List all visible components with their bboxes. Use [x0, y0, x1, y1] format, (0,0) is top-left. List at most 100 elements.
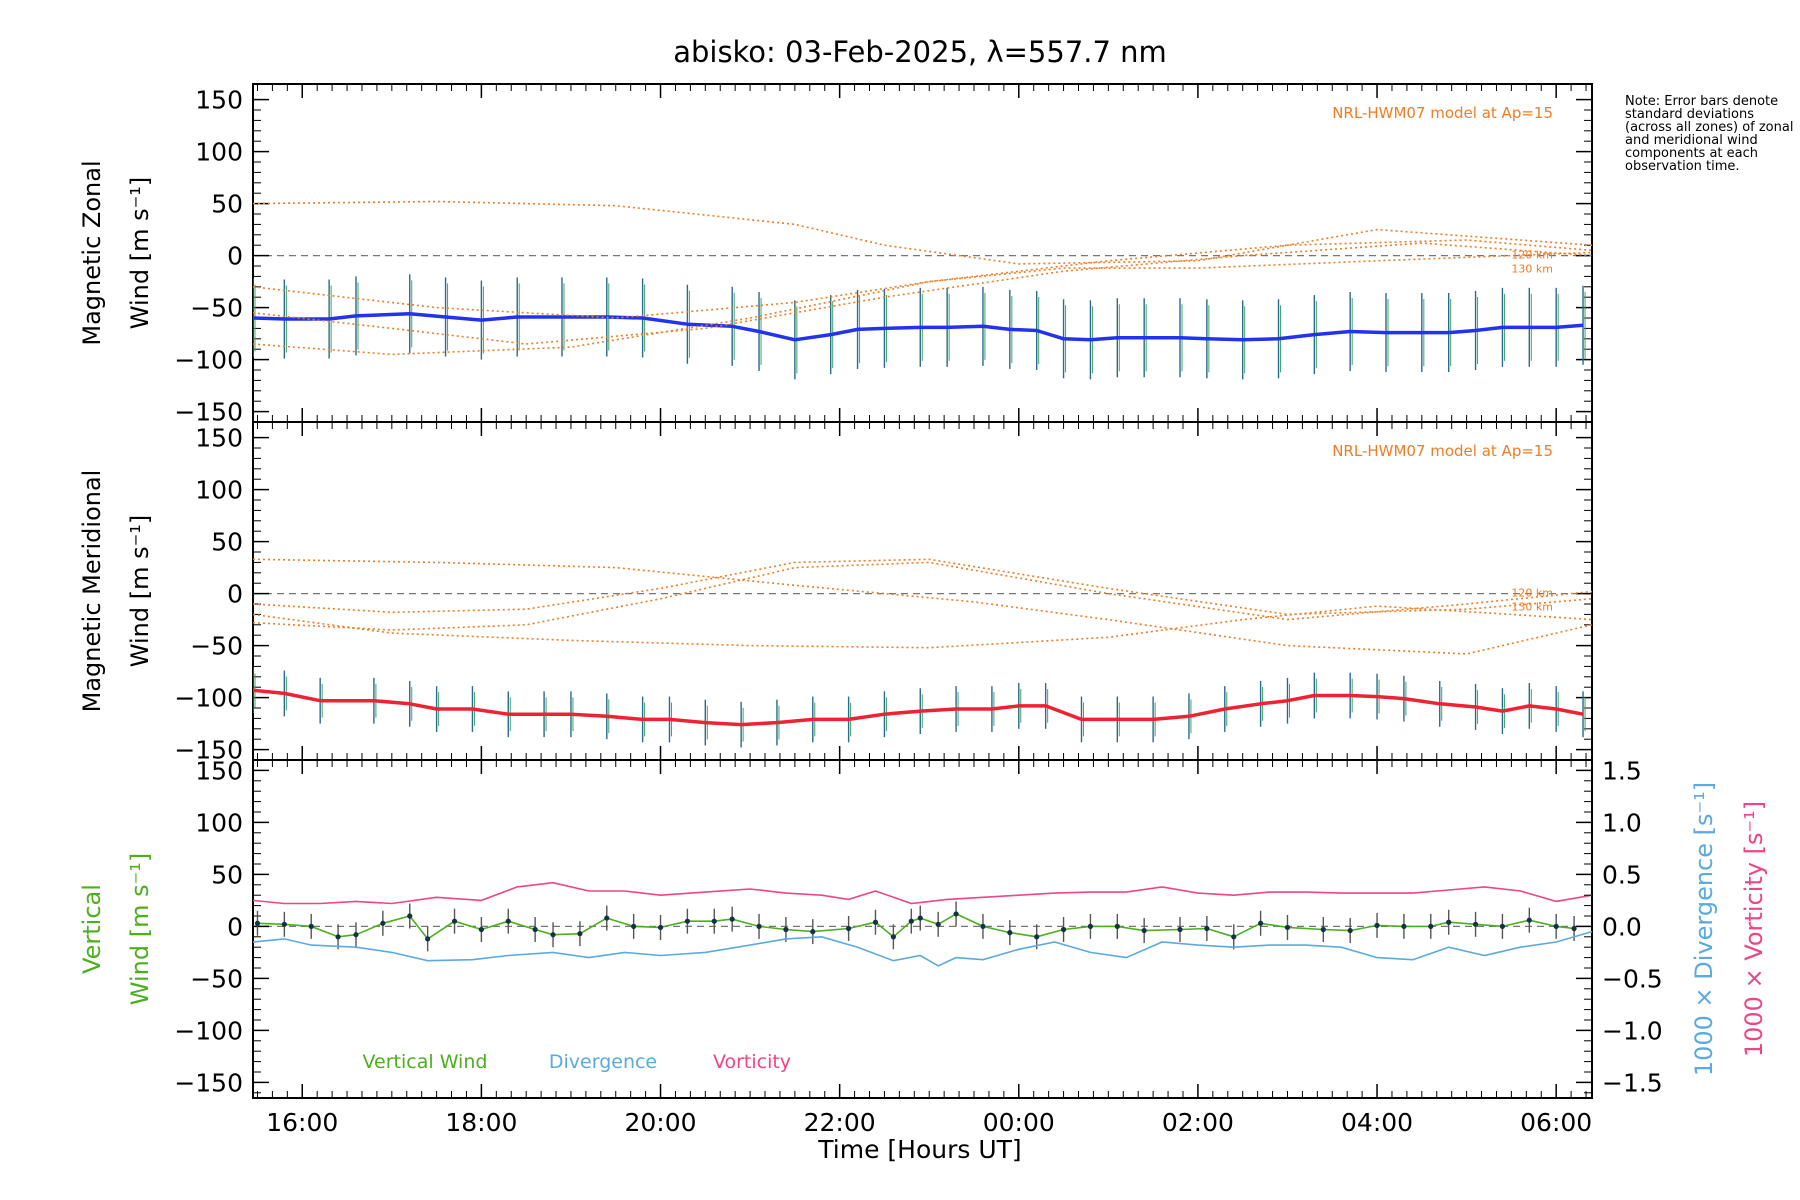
vertical-wind-point — [935, 921, 941, 927]
vertical-wind-point — [604, 915, 610, 921]
vertical-ytick-label: 150 — [195, 756, 243, 785]
zonal-ylabel-line1: Magnetic Zonal — [78, 160, 106, 345]
meridional-ytick-label: −150 — [174, 736, 243, 765]
zonal-ytick-label: −100 — [174, 346, 243, 375]
divergence-axis-label: 1000 × Divergence [s⁻¹] — [1690, 782, 1718, 1076]
meridional-ytick-label: 50 — [211, 528, 243, 557]
vertical-wind-point — [684, 918, 690, 924]
panel-zonal: 150 100 50 0 −50 −100 −150 Magnetic Zonal Wind [… — [78, 83, 1593, 427]
vertical-ytick-label: 100 — [195, 808, 243, 837]
vertical-ylabel-line2: Wind [m s⁻¹] — [126, 853, 154, 1005]
vertical-wind-point — [1553, 923, 1559, 930]
meridional-wind-line — [253, 688, 1584, 727]
zonal-model-alt-130: 130 km — [1511, 263, 1553, 276]
vertical-wind-point — [532, 926, 538, 933]
meridional-ytick-label: 0 — [227, 580, 243, 609]
zonal-ytick-label: 100 — [195, 138, 243, 167]
zonal-ytick-label: −150 — [174, 398, 243, 427]
xtick-label: 16:00 — [266, 1108, 338, 1137]
vertical-wind-point — [353, 932, 359, 938]
meridional-model-curve-2 — [253, 561, 1592, 631]
legend-vertical-wind: Vertical Wind — [363, 1051, 488, 1073]
vertical-wind-point — [729, 916, 735, 922]
xtick-label: 18:00 — [445, 1108, 517, 1137]
vertical-wind-point — [1401, 923, 1407, 930]
vertical-wind-point — [1177, 926, 1183, 933]
vertical-wind-point — [1374, 922, 1380, 928]
vertical-frame — [252, 759, 1593, 1099]
vertical-wind-point — [1231, 934, 1237, 940]
vertical-wind-point — [810, 929, 816, 935]
right-ytick-label: −1.5 — [1602, 1068, 1663, 1097]
vertical-wind-point — [505, 918, 511, 924]
vertical-wind-point — [425, 936, 431, 942]
vertical-wind-point — [917, 915, 923, 921]
vertical-wind-point — [1320, 926, 1326, 933]
zonal-ylabel-line2: Wind [m s⁻¹] — [126, 177, 154, 329]
vertical-wind-point — [953, 911, 959, 917]
xtick-label: 00:00 — [983, 1108, 1055, 1137]
vertical-wind-point — [872, 919, 879, 925]
vertical-wind-point — [1571, 925, 1577, 932]
vertical-wind-point — [1526, 917, 1532, 923]
vertical-wind-point — [1204, 925, 1210, 932]
vertical-wind-point — [908, 918, 914, 924]
vertical-wind-point — [1284, 924, 1291, 931]
zonal-model-curve-2 — [253, 242, 1592, 345]
legend-vorticity: Vorticity — [713, 1051, 791, 1073]
chart-title: abisko: 03-Feb-2025, λ=557.7 nm — [673, 35, 1167, 69]
vertical-wind-point — [308, 923, 314, 930]
panel-vertical: 150 100 50 0 −50 −100 −150 Vertical Wind [m s⁻¹]… — [78, 756, 1768, 1099]
vertical-ytick-label: −150 — [174, 1068, 243, 1097]
vertical-wind-point — [783, 926, 789, 933]
vertical-wind-point — [1347, 927, 1353, 934]
meridional-ytick-label: 150 — [195, 424, 243, 453]
vertical-wind-point — [254, 920, 261, 926]
vertical-wind-point — [478, 926, 484, 933]
vertical-wind-point — [1499, 923, 1506, 930]
vertical-wind-point — [756, 923, 762, 930]
vertical-wind-point — [1007, 930, 1013, 936]
zonal-ytick-label: 50 — [211, 190, 243, 219]
meridional-ytick-label: −100 — [174, 684, 243, 713]
right-ytick-label: 0.0 — [1602, 912, 1642, 941]
zonal-frame — [252, 83, 1593, 423]
xtick-label: 06:00 — [1520, 1108, 1592, 1137]
vertical-wind-point — [577, 931, 583, 937]
zonal-wind-line — [253, 312, 1584, 342]
xtick-label: 20:00 — [624, 1108, 696, 1137]
xtick-label: 22:00 — [804, 1108, 876, 1137]
vertical-ytick-label: 50 — [211, 860, 243, 889]
zonal-model-curve-0 — [253, 200, 1592, 265]
vertical-wind-point — [657, 924, 664, 931]
vertical-wind-point — [1034, 934, 1040, 940]
right-ytick-label: 1.5 — [1602, 756, 1642, 785]
meridional-model-alt-130: 130 km — [1511, 601, 1553, 614]
vertical-wind-point — [1114, 923, 1120, 930]
zonal-data — [253, 200, 1592, 380]
zonal-ytick-label: 0 — [227, 242, 243, 271]
vertical-wind-point — [1141, 927, 1147, 934]
error-bar-note: Note: Error bars denote standard deviati… — [1625, 94, 1794, 174]
vertical-data — [253, 881, 1592, 967]
zonal-ytick-label: 150 — [195, 86, 243, 115]
right-ytick-label: −1.0 — [1602, 1016, 1663, 1045]
panel-meridional: 150 100 50 0 −50 −100 −150 Magnetic Meridional W… — [78, 421, 1593, 765]
vertical-ytick-label: 0 — [227, 912, 243, 941]
vertical-wind-point — [550, 932, 556, 938]
vertical-wind-point — [1060, 926, 1067, 933]
vertical-wind-point — [1472, 921, 1479, 927]
zonal-ytick-label: −50 — [190, 294, 243, 323]
x-axis-label: Time [Hours UT] — [817, 1135, 1021, 1164]
vertical-divergence-line — [253, 930, 1592, 967]
vertical-wind-point — [407, 913, 413, 919]
xtick-label: 02:00 — [1162, 1108, 1234, 1137]
vertical-vorticity-line — [253, 881, 1592, 905]
right-ytick-label: −0.5 — [1602, 964, 1663, 993]
meridional-ylabel-line2: Wind [m s⁻¹] — [126, 515, 154, 667]
meridional-model-curve-1 — [253, 558, 1592, 616]
right-ytick-label: 1.0 — [1602, 808, 1642, 837]
panels-group: 150 100 50 0 −50 −100 −150 Magnetic Zonal Wind [… — [78, 83, 1768, 1137]
meridional-data — [253, 558, 1592, 748]
vertical-wind-point — [890, 934, 896, 940]
